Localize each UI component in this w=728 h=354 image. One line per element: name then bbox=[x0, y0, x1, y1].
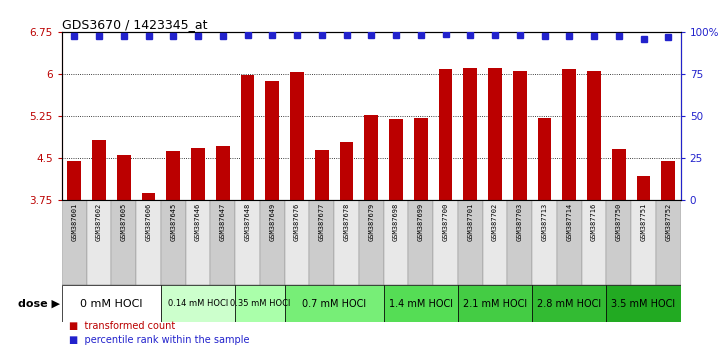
Text: GSM387698: GSM387698 bbox=[393, 202, 399, 241]
Bar bbox=[68, 161, 81, 200]
Bar bbox=[384, 285, 458, 322]
Bar bbox=[266, 81, 279, 200]
Bar bbox=[117, 155, 130, 200]
Bar bbox=[290, 72, 304, 200]
Bar bbox=[235, 285, 285, 322]
Bar bbox=[365, 115, 378, 200]
Text: GSM387752: GSM387752 bbox=[665, 202, 671, 241]
Bar bbox=[587, 71, 601, 200]
Bar bbox=[433, 200, 458, 285]
Text: GSM387606: GSM387606 bbox=[146, 202, 151, 241]
Text: GSM387649: GSM387649 bbox=[269, 202, 275, 241]
Bar bbox=[260, 200, 285, 285]
Bar bbox=[532, 200, 557, 285]
Text: GSM387645: GSM387645 bbox=[170, 202, 176, 241]
Bar bbox=[612, 149, 625, 200]
Bar bbox=[241, 75, 254, 200]
Text: dose ▶: dose ▶ bbox=[18, 298, 60, 309]
Text: GSM387703: GSM387703 bbox=[517, 202, 523, 241]
Text: GSM387647: GSM387647 bbox=[220, 202, 226, 241]
Bar bbox=[458, 200, 483, 285]
Bar bbox=[216, 145, 229, 200]
Bar bbox=[538, 118, 551, 200]
Text: GSM387602: GSM387602 bbox=[96, 202, 102, 241]
Bar bbox=[161, 200, 186, 285]
Bar bbox=[513, 71, 526, 200]
Bar bbox=[414, 118, 427, 200]
Text: GSM387676: GSM387676 bbox=[294, 202, 300, 241]
Bar bbox=[62, 285, 161, 322]
Text: 1.4 mM HOCl: 1.4 mM HOCl bbox=[389, 298, 453, 309]
Bar bbox=[656, 200, 681, 285]
Text: GSM387646: GSM387646 bbox=[195, 202, 201, 241]
Bar bbox=[191, 148, 205, 200]
Text: 0.14 mM HOCl: 0.14 mM HOCl bbox=[168, 299, 228, 308]
Bar bbox=[235, 200, 260, 285]
Text: GDS3670 / 1423345_at: GDS3670 / 1423345_at bbox=[62, 18, 207, 31]
Bar bbox=[309, 200, 334, 285]
Text: GSM387714: GSM387714 bbox=[566, 202, 572, 241]
Bar bbox=[340, 142, 353, 200]
Text: GSM387716: GSM387716 bbox=[591, 202, 597, 241]
Bar bbox=[637, 176, 650, 200]
Bar bbox=[606, 200, 631, 285]
Bar bbox=[384, 200, 408, 285]
Bar bbox=[334, 200, 359, 285]
Text: GSM387713: GSM387713 bbox=[542, 202, 547, 241]
Text: 3.5 mM HOCl: 3.5 mM HOCl bbox=[612, 298, 676, 309]
Bar bbox=[458, 285, 532, 322]
Bar bbox=[507, 200, 532, 285]
Bar bbox=[359, 200, 384, 285]
Bar bbox=[87, 200, 111, 285]
Bar bbox=[631, 200, 656, 285]
Bar bbox=[111, 200, 136, 285]
Text: GSM387701: GSM387701 bbox=[467, 202, 473, 241]
Text: GSM387605: GSM387605 bbox=[121, 202, 127, 241]
Text: ■  transformed count: ■ transformed count bbox=[69, 321, 175, 331]
Bar bbox=[136, 200, 161, 285]
Text: ■  percentile rank within the sample: ■ percentile rank within the sample bbox=[69, 335, 250, 345]
Bar bbox=[464, 68, 477, 200]
Bar bbox=[662, 161, 675, 200]
Text: 2.8 mM HOCl: 2.8 mM HOCl bbox=[537, 298, 601, 309]
Text: GSM387751: GSM387751 bbox=[641, 202, 646, 241]
Bar bbox=[285, 285, 384, 322]
Text: GSM387702: GSM387702 bbox=[492, 202, 498, 241]
Bar bbox=[563, 69, 576, 200]
Bar bbox=[439, 69, 452, 200]
Bar bbox=[606, 285, 681, 322]
Bar bbox=[532, 285, 606, 322]
Text: 0 mM HOCl: 0 mM HOCl bbox=[80, 298, 143, 309]
Text: 2.1 mM HOCl: 2.1 mM HOCl bbox=[463, 298, 527, 309]
Text: GSM387679: GSM387679 bbox=[368, 202, 374, 241]
Bar bbox=[92, 140, 106, 200]
Text: 0.7 mM HOCl: 0.7 mM HOCl bbox=[302, 298, 366, 309]
Text: GSM387648: GSM387648 bbox=[245, 202, 250, 241]
Text: GSM387678: GSM387678 bbox=[344, 202, 349, 241]
Text: GSM387601: GSM387601 bbox=[71, 202, 77, 241]
Bar bbox=[582, 200, 606, 285]
Text: GSM387677: GSM387677 bbox=[319, 202, 325, 241]
Text: GSM387750: GSM387750 bbox=[616, 202, 622, 241]
Bar bbox=[142, 193, 155, 200]
Text: 0.35 mM HOCl: 0.35 mM HOCl bbox=[230, 299, 290, 308]
Bar bbox=[557, 200, 582, 285]
Text: GSM387699: GSM387699 bbox=[418, 202, 424, 241]
Bar bbox=[408, 200, 433, 285]
Bar bbox=[488, 68, 502, 200]
Bar bbox=[285, 200, 309, 285]
Bar bbox=[389, 119, 403, 200]
Bar bbox=[186, 200, 210, 285]
Bar bbox=[167, 151, 180, 200]
Bar bbox=[315, 149, 328, 200]
Bar bbox=[210, 200, 235, 285]
Text: GSM387700: GSM387700 bbox=[443, 202, 448, 241]
Bar bbox=[161, 285, 235, 322]
Bar bbox=[62, 200, 87, 285]
Bar bbox=[483, 200, 507, 285]
